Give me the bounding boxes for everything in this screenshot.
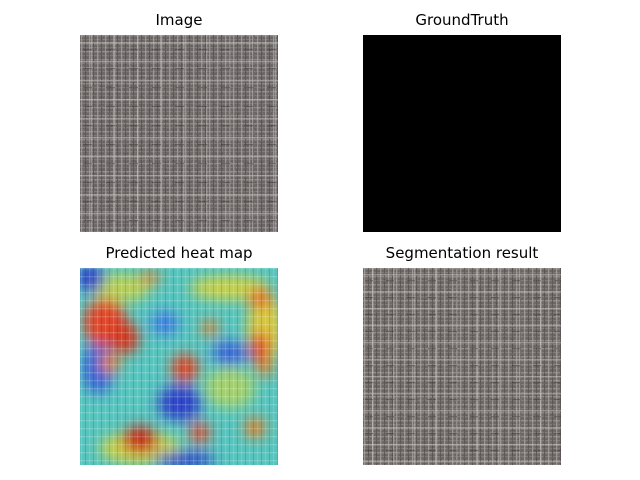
- panel-title-ground-truth: GroundTruth: [415, 11, 509, 29]
- panel-title-segmentation: Segmentation result: [385, 244, 539, 262]
- panel-title-image: Image: [155, 11, 203, 29]
- fabric-image: [80, 35, 278, 232]
- segmentation-image: [363, 268, 561, 465]
- heat-map-image: [80, 268, 278, 465]
- panel-title-heat-map: Predicted heat map: [105, 244, 253, 262]
- ground-truth-mask: [363, 35, 561, 232]
